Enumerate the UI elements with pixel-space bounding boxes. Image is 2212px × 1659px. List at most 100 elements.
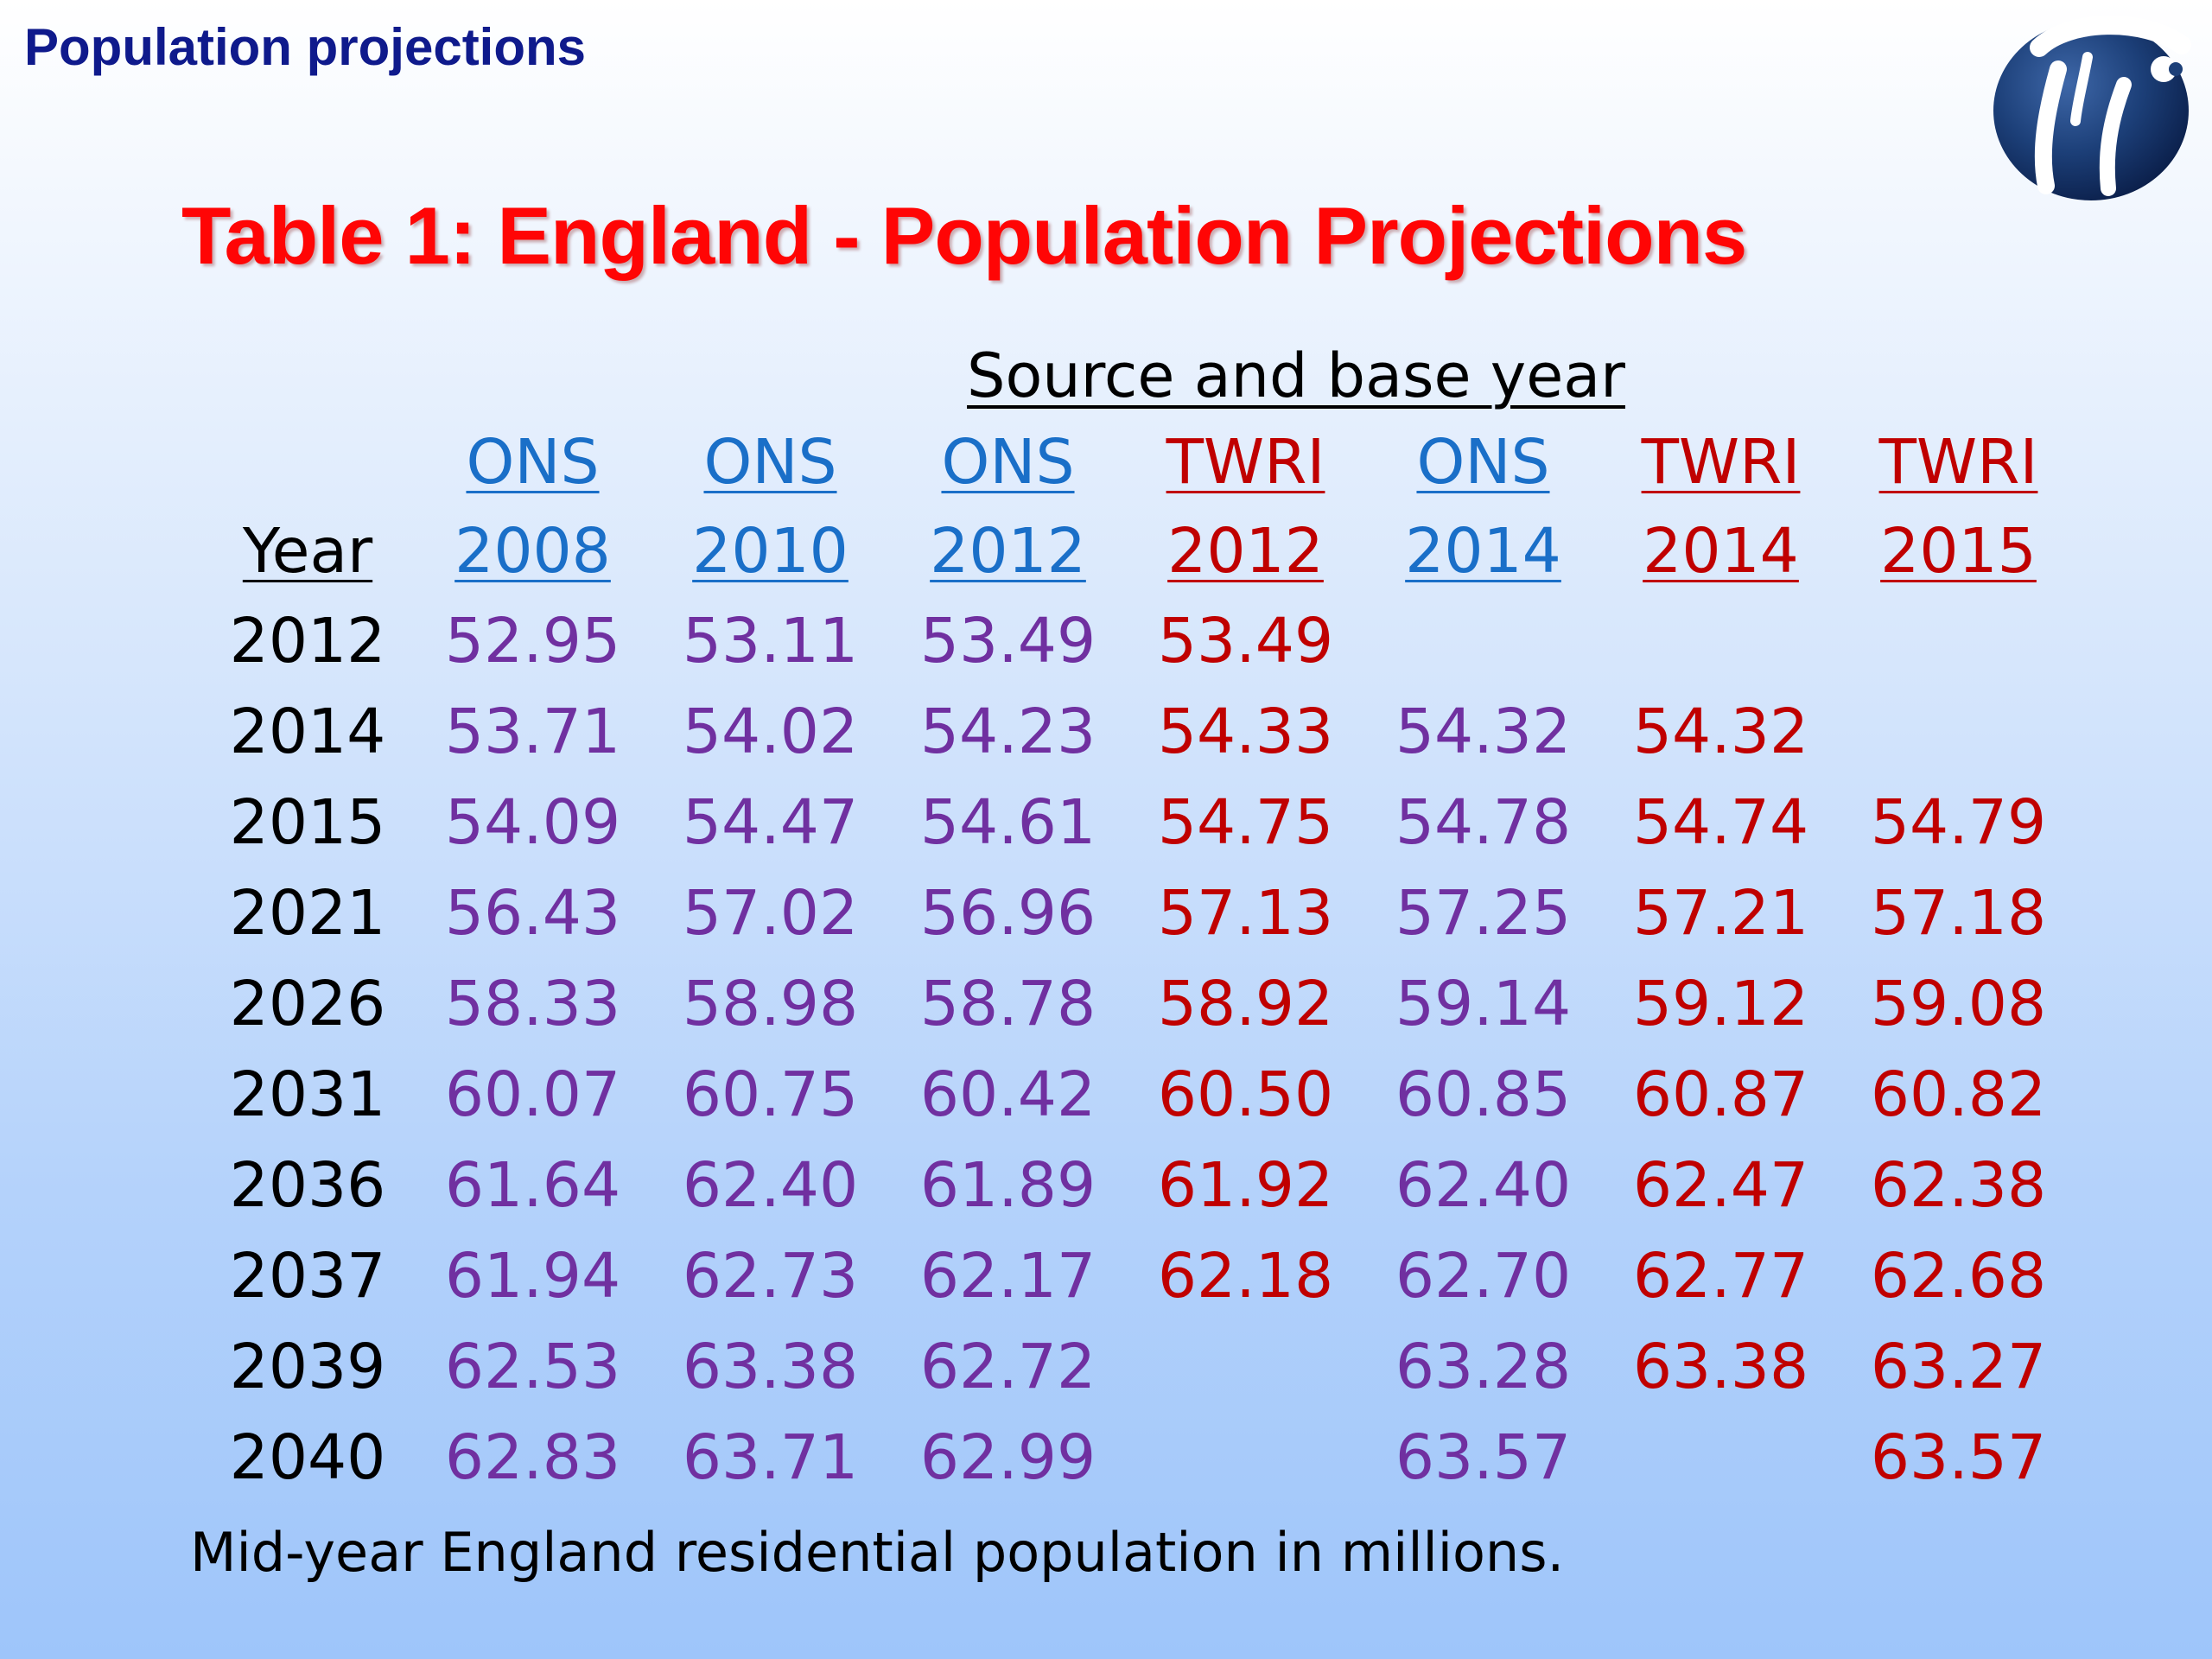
value-cell: 61.89 bbox=[919, 1149, 1096, 1221]
source-heading: Source and base year bbox=[967, 340, 1625, 411]
source-name-label: TWRI bbox=[1641, 426, 1801, 498]
value-cell: 60.07 bbox=[444, 1058, 621, 1130]
value-cell: 61.64 bbox=[444, 1149, 621, 1221]
value-cell bbox=[1364, 595, 1602, 686]
base-year-label: 2008 bbox=[454, 515, 611, 587]
table-row: 2037 61.94 62.73 62.17 62.18 62.70 62.77 62.68 bbox=[201, 1230, 2077, 1321]
source-name-label: ONS bbox=[1416, 426, 1550, 498]
table-row: 2039 62.53 63.38 62.72 63.28 63.38 63.27 bbox=[201, 1321, 2077, 1412]
value-cell: 57.21 bbox=[1632, 877, 1809, 949]
value-cell: 63.38 bbox=[682, 1331, 859, 1402]
value-cell: 59.14 bbox=[1395, 968, 1572, 1039]
value-cell bbox=[1127, 1321, 1364, 1412]
value-cell: 63.38 bbox=[1632, 1331, 1809, 1402]
value-cell: 62.40 bbox=[682, 1149, 859, 1221]
value-cell: 54.47 bbox=[682, 786, 859, 858]
value-cell: 53.71 bbox=[444, 696, 621, 767]
base-year-header-cell: 2014 bbox=[1602, 506, 1840, 595]
value-cell: 59.12 bbox=[1632, 968, 1809, 1039]
value-cell: 61.92 bbox=[1157, 1149, 1334, 1221]
value-cell: 62.18 bbox=[1157, 1240, 1334, 1312]
value-cell bbox=[1602, 595, 1840, 686]
value-cell: 60.75 bbox=[682, 1058, 859, 1130]
value-cell: 57.13 bbox=[1157, 877, 1334, 949]
value-cell: 54.74 bbox=[1632, 786, 1809, 858]
value-cell: 61.94 bbox=[444, 1240, 621, 1312]
source-header-cell: TWRI bbox=[1602, 417, 1840, 506]
source-header-cell: ONS bbox=[889, 417, 1127, 506]
base-year-header-cell: 2010 bbox=[652, 506, 889, 595]
year-header-label: Year bbox=[242, 515, 373, 587]
value-cell: 54.79 bbox=[1870, 786, 2047, 858]
base-year-label: 2012 bbox=[1167, 515, 1324, 587]
value-cell bbox=[1840, 686, 2077, 777]
year-cell: 2026 bbox=[229, 968, 386, 1039]
value-cell: 62.40 bbox=[1395, 1149, 1572, 1221]
source-name-label: ONS bbox=[703, 426, 837, 498]
table-row: 2015 54.09 54.47 54.61 54.75 54.78 54.74 54.79 bbox=[201, 777, 2077, 868]
base-year-header-cell: 2015 bbox=[1840, 506, 2077, 595]
value-cell: 54.61 bbox=[919, 786, 1096, 858]
source-name-label: TWRI bbox=[1166, 426, 1325, 498]
base-year-label: 2015 bbox=[1880, 515, 2037, 587]
value-cell: 56.96 bbox=[919, 877, 1096, 949]
year-cell: 2031 bbox=[229, 1058, 386, 1130]
table-row: 2040 62.83 63.71 62.99 63.57 63.57 bbox=[201, 1412, 2077, 1503]
value-cell: 58.98 bbox=[682, 968, 859, 1039]
value-cell: 62.70 bbox=[1395, 1240, 1572, 1312]
base-year-header-cell: 2008 bbox=[414, 506, 652, 595]
base-year-header-cell: 2012 bbox=[889, 506, 1127, 595]
value-cell: 54.32 bbox=[1395, 696, 1572, 767]
value-cell: 63.28 bbox=[1395, 1331, 1572, 1402]
value-cell: 56.43 bbox=[444, 877, 621, 949]
value-cell bbox=[1840, 595, 2077, 686]
value-cell: 62.83 bbox=[444, 1421, 621, 1493]
header-title: Population projections bbox=[24, 18, 587, 76]
header-row-source: ONS ONS ONS TWRI ONS TWRI TWRI bbox=[201, 417, 2077, 506]
table-row: 2012 52.95 53.11 53.49 53.49 bbox=[201, 595, 2077, 686]
year-header-cell: Year bbox=[201, 506, 414, 595]
organization-logo-icon bbox=[1993, 16, 2191, 200]
value-cell: 59.08 bbox=[1870, 968, 2047, 1039]
value-cell bbox=[1602, 1412, 1840, 1503]
value-cell: 60.50 bbox=[1157, 1058, 1334, 1130]
year-cell: 2036 bbox=[229, 1149, 386, 1221]
base-year-label: 2010 bbox=[692, 515, 849, 587]
value-cell: 62.68 bbox=[1870, 1240, 2047, 1312]
value-cell: 57.02 bbox=[682, 877, 859, 949]
value-cell: 54.33 bbox=[1157, 696, 1334, 767]
base-year-header-cell: 2014 bbox=[1364, 506, 1602, 595]
value-cell: 62.77 bbox=[1632, 1240, 1809, 1312]
value-cell: 54.09 bbox=[444, 786, 621, 858]
value-cell: 54.32 bbox=[1632, 696, 1809, 767]
value-cell: 63.57 bbox=[1395, 1421, 1572, 1493]
base-year-label: 2014 bbox=[1405, 515, 1561, 587]
value-cell: 52.95 bbox=[444, 605, 621, 677]
year-cell: 2039 bbox=[229, 1331, 386, 1402]
value-cell: 53.49 bbox=[1157, 605, 1334, 677]
value-cell: 57.18 bbox=[1870, 877, 2047, 949]
source-name-label: TWRI bbox=[1878, 426, 2038, 498]
value-cell: 63.27 bbox=[1870, 1331, 2047, 1402]
value-cell: 62.73 bbox=[682, 1240, 859, 1312]
population-table: ONS ONS ONS TWRI ONS TWRI TWRI Year 2008 2010 201… bbox=[201, 417, 2077, 1503]
year-cell: 2040 bbox=[229, 1421, 386, 1493]
value-cell: 62.99 bbox=[919, 1421, 1096, 1493]
footnote: Mid-year England residential population … bbox=[190, 1521, 1565, 1584]
year-cell: 2021 bbox=[229, 877, 386, 949]
table-row: 2026 58.33 58.98 58.78 58.92 59.14 59.12 59.08 bbox=[201, 958, 2077, 1049]
year-cell: 2037 bbox=[229, 1240, 386, 1312]
header-row-base-year: Year 2008 2010 2012 2012 2014 2014 2015 bbox=[201, 506, 2077, 595]
value-cell: 54.23 bbox=[919, 696, 1096, 767]
table-title: Table 1: England - Population Projection… bbox=[181, 190, 1747, 281]
value-cell: 60.82 bbox=[1870, 1058, 2047, 1130]
source-header-cell: TWRI bbox=[1127, 417, 1364, 506]
year-cell: 2014 bbox=[229, 696, 386, 767]
value-cell bbox=[1127, 1412, 1364, 1503]
value-cell: 62.17 bbox=[919, 1240, 1096, 1312]
value-cell: 54.02 bbox=[682, 696, 859, 767]
base-year-label: 2014 bbox=[1643, 515, 1799, 587]
value-cell: 62.53 bbox=[444, 1331, 621, 1402]
year-cell: 2015 bbox=[229, 786, 386, 858]
value-cell: 58.78 bbox=[919, 968, 1096, 1039]
